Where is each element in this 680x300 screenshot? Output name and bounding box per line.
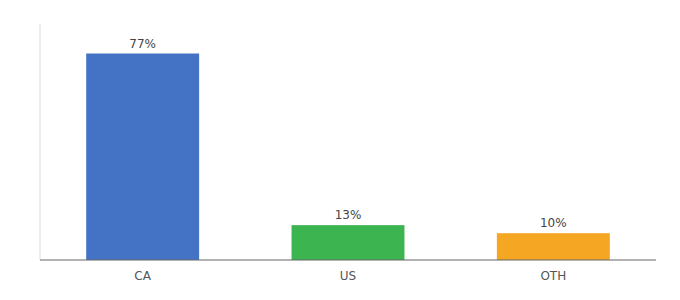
bar (86, 54, 199, 261)
bars (86, 54, 610, 261)
bar (497, 233, 610, 260)
data-label: 13% (335, 208, 362, 222)
bar (292, 225, 405, 260)
y-axis-line (40, 24, 41, 260)
x-tick-label: CA (134, 269, 151, 283)
chart: CA US OTH 77% 13% 10% (0, 0, 680, 300)
data-label: 77% (129, 37, 156, 51)
chart-container: CA US OTH 77% 13% 10% (0, 0, 680, 300)
data-label: 10% (540, 216, 567, 230)
x-tick-label: US (340, 269, 356, 283)
x-tick-label: OTH (540, 269, 566, 283)
x-axis-line (40, 260, 656, 261)
